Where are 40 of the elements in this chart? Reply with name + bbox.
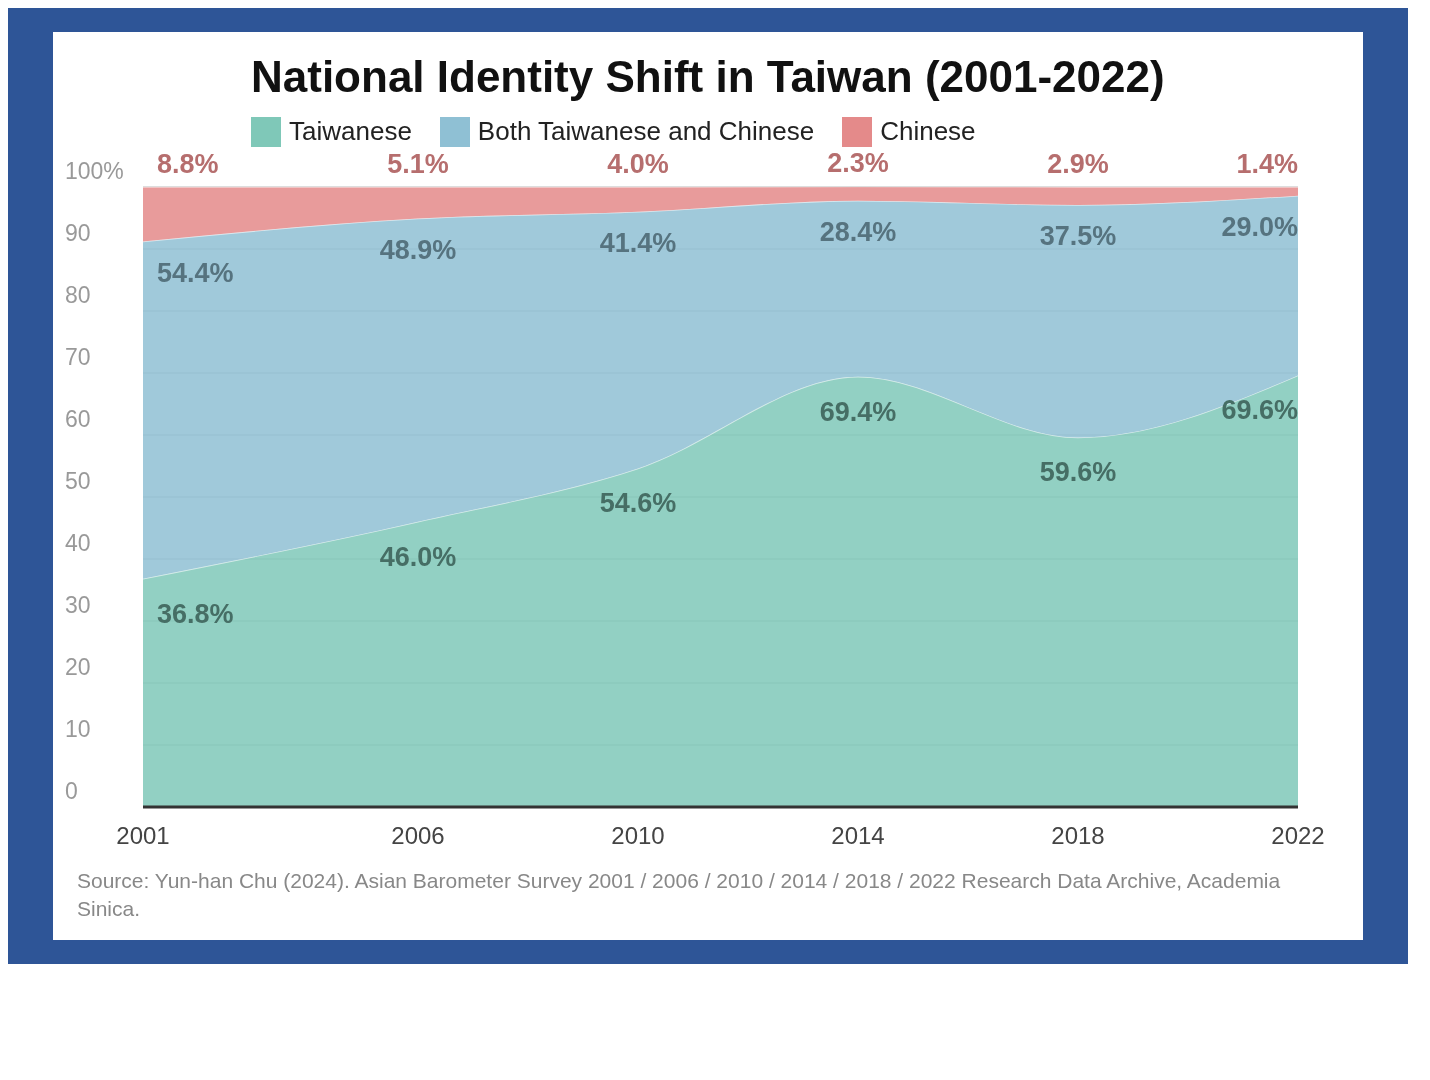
y-tick-label: 20	[65, 654, 91, 681]
data-label: 69.6%	[1221, 395, 1298, 426]
data-label: 41.4%	[599, 227, 677, 258]
x-tick-label: 2018	[1051, 822, 1105, 850]
x-tick-label: 2001	[116, 822, 170, 850]
data-label: 69.4%	[819, 396, 897, 427]
data-label: 8.8%	[157, 149, 219, 179]
y-tick-label: 30	[65, 592, 91, 619]
y-tick-label: 100%	[65, 158, 124, 185]
data-label: 59.6%	[1039, 457, 1117, 488]
y-tick-label: 0	[65, 778, 78, 805]
source-note: Source: Yun-han Chu (2024). Asian Barometer Survey 2001 / 2006 / 2010 / 2014 / 2018 / 2022 Research Data Archive, Academia Sinica.	[77, 868, 1282, 923]
data-label: 2.3%	[827, 148, 889, 179]
data-label: 54.6%	[599, 488, 677, 519]
y-tick-label: 90	[65, 220, 91, 247]
data-label: 1.4%	[1236, 149, 1298, 179]
data-label: 29.0%	[1221, 211, 1298, 242]
y-tick-label: 10	[65, 716, 91, 743]
legend-label: Taiwanese	[289, 116, 412, 147]
data-label: 28.4%	[819, 216, 897, 247]
x-tick-label: 2014	[831, 822, 885, 850]
y-tick-label: 80	[65, 282, 91, 309]
x-tick-label: 2010	[611, 822, 665, 850]
chart-title: National Identity Shift in Taiwan (2001-2022)	[251, 52, 1166, 102]
legend-label: Both Taiwanese and Chinese	[477, 116, 815, 147]
data-label: 2.9%	[1047, 149, 1109, 179]
y-tick-label: 60	[65, 406, 91, 433]
data-label: 4.0%	[607, 149, 669, 179]
y-tick-label: 50	[65, 468, 91, 495]
data-label: 54.4%	[157, 257, 234, 288]
y-tick-label: 40	[65, 530, 91, 557]
data-label: 48.9%	[379, 234, 457, 265]
data-label: 36.8%	[157, 598, 234, 629]
x-tick-label: 2022	[1271, 822, 1325, 850]
data-label: 46.0%	[379, 541, 457, 572]
data-label: 37.5%	[1039, 220, 1117, 251]
data-label: 5.1%	[387, 149, 449, 179]
legend-label: Chinese	[880, 116, 976, 147]
x-tick-label: 2006	[391, 822, 445, 850]
y-tick-label: 70	[65, 344, 91, 371]
